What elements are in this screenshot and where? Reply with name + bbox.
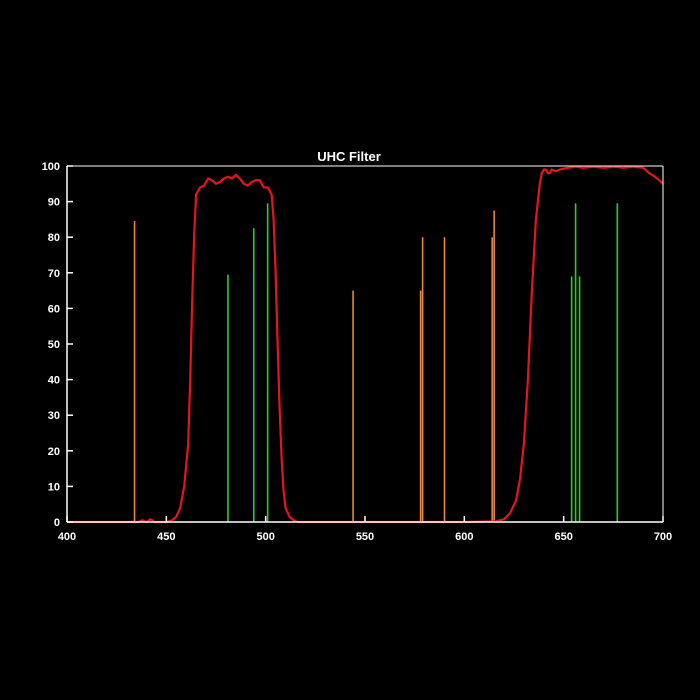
y-tick-label: 60 — [48, 303, 60, 315]
axes: 400 450 500 550 600 650 700 0 10 20 30 40 50 60 70 80 90… — [42, 161, 673, 543]
y-tick-label: 100 — [42, 161, 60, 173]
y-tick-label: 10 — [48, 481, 60, 493]
transmission-curve — [67, 165, 664, 524]
y-tick-label: 70 — [48, 268, 60, 280]
y-tick-label: 80 — [48, 232, 60, 244]
x-tick-label: 550 — [356, 531, 374, 543]
x-tick-label: 500 — [256, 531, 274, 543]
x-tick-label: 700 — [654, 531, 672, 543]
x-tick-label: 600 — [455, 531, 473, 543]
x-tick-label: 650 — [554, 531, 572, 543]
y-tick-label: 0 — [54, 517, 60, 529]
y-tick-label: 20 — [48, 446, 60, 458]
y-tick-label: 50 — [48, 339, 60, 351]
y-tick-label: 90 — [48, 197, 60, 209]
y-tick-label: 40 — [48, 375, 60, 387]
x-tick-label: 400 — [58, 531, 76, 543]
plot-area — [67, 165, 664, 524]
chart-title: UHC Filter — [317, 149, 381, 164]
x-tick-label: 450 — [157, 531, 175, 543]
y-tick-label: 30 — [48, 410, 60, 422]
